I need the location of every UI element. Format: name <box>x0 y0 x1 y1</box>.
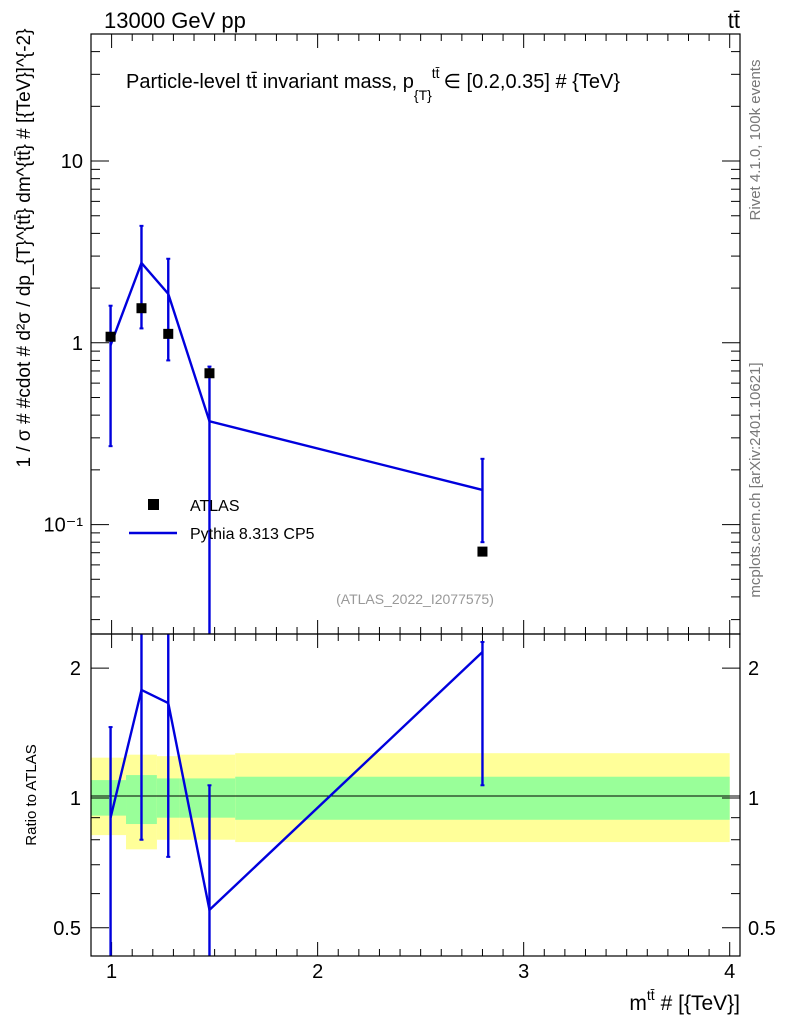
x-tick-label: 1 <box>106 961 117 983</box>
legend-atlas-label: ATLAS <box>190 498 240 515</box>
atlas-data-point <box>204 368 215 379</box>
ratio-y-tick-labels: 0.5 0.5 1 1 2 2 <box>53 658 776 940</box>
main-y-tick-label: 1 <box>72 333 83 355</box>
ratio-y-tick-label-right: 1 <box>748 788 759 810</box>
atlas-data-point <box>477 546 488 557</box>
legend-atlas-marker <box>148 499 159 510</box>
atlas-data-point <box>105 331 116 342</box>
main-title-superscript: tt̄ <box>432 65 440 81</box>
main-axis-ticks <box>91 33 740 634</box>
header-energy-label: 13000 GeV pp <box>104 8 246 33</box>
main-y-tick-label: 10⁻¹ <box>44 515 84 537</box>
main-y-tick-labels: 10⁻¹ 1 10 <box>44 151 84 537</box>
main-title-range: ∈ [0.2,0.35] # {TeV} <box>444 71 621 93</box>
main-y-tick-label: 10 <box>61 151 83 173</box>
ratio-y-axis-label: Ratio to ATLAS <box>23 744 40 845</box>
ratio-frame <box>90 633 741 957</box>
x-axis-label-unit: # [{TeV}] <box>661 992 740 1015</box>
ratio-axis-ticks <box>91 634 740 956</box>
ratio-y-tick-label-right: 2 <box>748 658 759 680</box>
atlas-data-point <box>136 303 147 314</box>
analysis-watermark: (ATLAS_2022_I2077575) <box>336 591 494 607</box>
rivet-version-label: Rivet 4.1.0, 100k events <box>747 60 764 221</box>
header-process-label: tt̄ <box>728 8 740 33</box>
ratio-y-tick-label: 0.5 <box>53 918 81 940</box>
x-axis-label-superscript: tt̄ <box>647 987 655 1003</box>
mcplots-label: mcplots.cern.ch [arXiv:2401.10621] <box>747 362 764 597</box>
ratio-y-tick-label-right: 0.5 <box>748 918 776 940</box>
main-y-axis-label: 1 / σ # #cdot # d²σ / dp_{T}^{tt̄} dm^{t… <box>14 29 35 468</box>
main-curves <box>105 224 488 634</box>
x-axis-label: mtt̄ # [{TeV}] <box>629 987 740 1015</box>
main-frame <box>90 33 741 635</box>
legend-pythia-label: Pythia 8.313 CP5 <box>190 526 315 543</box>
legend: ATLAS Pythia 8.313 CP5 <box>129 498 315 543</box>
x-tick-labels: 1 2 3 4 <box>106 961 735 983</box>
ratio-curves <box>108 634 485 956</box>
atlas-data-point <box>163 328 174 339</box>
x-tick-label: 3 <box>518 961 529 983</box>
x-tick-label: 2 <box>312 961 323 983</box>
main-title-subscript: {T} <box>414 87 432 103</box>
ratio-y-tick-label: 2 <box>70 658 81 680</box>
pythia-curve <box>109 260 483 492</box>
x-tick-label: 4 <box>724 961 735 983</box>
x-axis-label-main: m <box>629 992 647 1015</box>
ratio-y-tick-label: 1 <box>70 788 81 810</box>
main-panel: 10⁻¹ 1 10 Particle-level tt̄ invariant mas… <box>14 29 741 635</box>
ratio-panel: 0.5 0.5 1 1 2 2 1 2 3 4 Ratio to ATLAS mtt̄ # [{T… <box>23 633 776 1015</box>
main-title-text: Particle-level tt̄ invariant mass, p <box>126 71 414 93</box>
main-title: Particle-level tt̄ invariant mass, p{T}t… <box>126 65 620 103</box>
